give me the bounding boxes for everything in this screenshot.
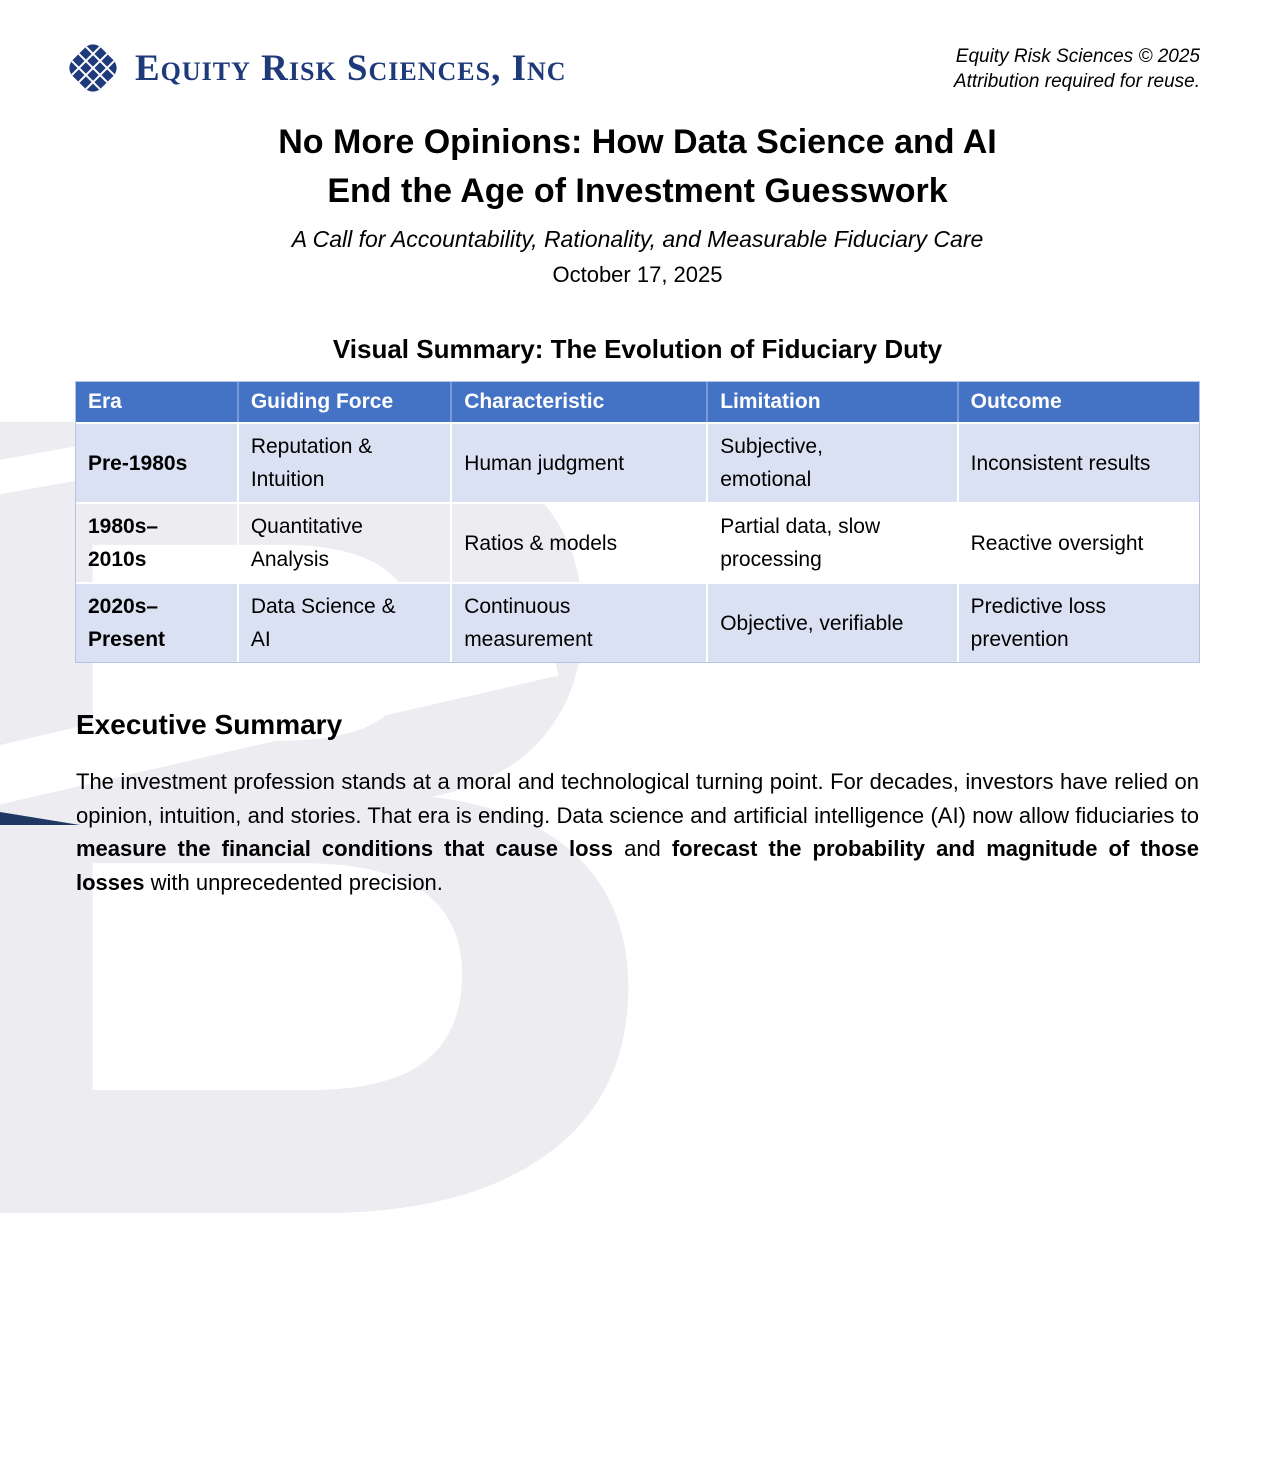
table-cell: Objective, verifiable	[708, 582, 959, 662]
table-cell: Subjective, emotional	[708, 422, 959, 502]
table-cell: Human judgment	[452, 422, 709, 502]
copyright-line-1: Equity Risk Sciences © 2025	[955, 46, 1200, 67]
title-block: No More Opinions: How Data Science and A…	[0, 118, 1275, 288]
letterhead: Equity Risk Sciences, Inc Equity Risk Sc…	[0, 0, 1275, 98]
table-cell: Reactive oversight	[958, 502, 1199, 582]
visual-summary-heading: Visual Summary: The Evolution of Fiducia…	[332, 334, 943, 364]
table-cell: Reputation & Intuition	[238, 422, 453, 502]
executive-summary-paragraph: The investment profession stands at a mo…	[76, 765, 1199, 899]
text-run: and	[613, 836, 672, 861]
fiduciary-evolution-table: Era Guiding Force Characteristic Limitation…	[75, 381, 1200, 663]
copyright-notice: Equity Risk Sciences © 2025 Attribution …	[954, 38, 1200, 94]
document-subtitle: A Call for Accountability, Rationality, …	[291, 226, 984, 252]
company-name: Equity Risk Sciences, Inc	[135, 47, 567, 89]
table-cell: Data Science & AI	[238, 582, 453, 662]
column-header: Era	[76, 382, 239, 422]
text-run: The investment profession stands at a mo…	[76, 769, 1199, 828]
title-line-2: End the Age of Investment Guesswork	[327, 172, 948, 210]
bold-text-run: measure the financial conditions that ca…	[76, 836, 614, 861]
era-cell: 1980s– 2010s	[76, 502, 239, 582]
column-header: Guiding Force	[238, 382, 453, 422]
table-header-row: Era Guiding Force Characteristic Limitation…	[76, 382, 1199, 422]
text-run: with unprecedented precision.	[144, 869, 443, 895]
table-cell: Predictive loss prevention	[958, 582, 1199, 662]
column-header: Outcome	[958, 382, 1199, 422]
table-cell: Continuous measurement	[452, 582, 709, 662]
document-date: October 17, 2025	[552, 262, 723, 287]
title-line-1: No More Opinions: How Data Science and A…	[278, 123, 997, 161]
table-cell: Inconsistent results	[958, 422, 1199, 502]
table-cell: Quantitative Analysis	[238, 502, 453, 582]
copyright-line-2: Attribution required for reuse.	[953, 71, 1200, 92]
table-cell: Ratios & models	[452, 502, 709, 582]
knot-logo-icon	[64, 39, 122, 97]
table-row: Pre-1980s Reputation & Intuition Human jud…	[76, 422, 1199, 502]
era-cell: 2020s– Present	[76, 582, 239, 662]
column-header: Limitation	[708, 382, 959, 422]
document-page: Equity Risk Sciences, Inc Equity Risk Sc…	[0, 0, 1275, 899]
era-cell: Pre-1980s	[76, 422, 239, 502]
table-row: 2020s– Present Data Science & AI Continuou…	[76, 582, 1199, 662]
table-cell: Partial data, slow processing	[708, 502, 959, 582]
company-logo: Equity Risk Sciences, Inc	[60, 38, 567, 98]
table-body: Pre-1980s Reputation & Intuition Human jud…	[76, 422, 1199, 662]
table-row: 1980s– 2010s Quantitative Analysis Ratios …	[76, 502, 1199, 582]
column-header: Characteristic	[452, 382, 709, 422]
executive-summary-heading: Executive Summary	[76, 709, 343, 740]
document-title: No More Opinions: How Data Science and A…	[0, 118, 1275, 216]
